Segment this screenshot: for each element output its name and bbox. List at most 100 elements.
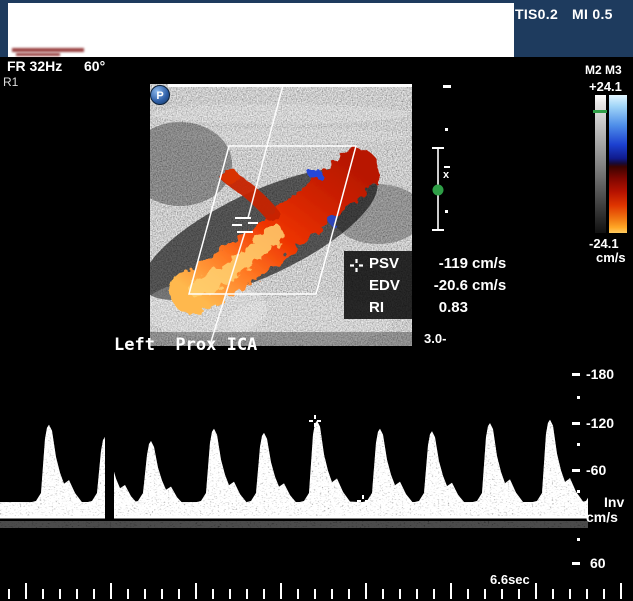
hypoechoic-region bbox=[150, 122, 232, 206]
edv-value: -20.6 bbox=[433, 277, 468, 294]
time-tick-minor bbox=[382, 589, 384, 599]
time-tick-minor bbox=[467, 589, 469, 599]
baseline bbox=[0, 516, 105, 519]
colorbar-unit-label: cm/s bbox=[596, 250, 626, 265]
time-tick-minor bbox=[348, 589, 350, 599]
axis-dot bbox=[577, 490, 580, 493]
sweep-time-label: 6.6sec bbox=[490, 572, 530, 587]
time-tick-minor bbox=[569, 589, 571, 599]
time-tick-minor bbox=[603, 589, 605, 599]
time-tick-minor bbox=[484, 589, 486, 599]
axis-label-60: -60 bbox=[586, 462, 607, 478]
skin-line bbox=[168, 84, 412, 87]
psv-unit: cm/s bbox=[472, 255, 507, 272]
color-roi-box bbox=[188, 145, 357, 295]
edv-unit: cm/s bbox=[472, 277, 507, 294]
sample-volume-gate bbox=[232, 217, 258, 233]
spectral-waveform bbox=[0, 419, 588, 528]
sweep-refresh-gap bbox=[105, 380, 114, 520]
bmode-image: P bbox=[150, 84, 412, 346]
time-tick-minor bbox=[399, 589, 401, 599]
time-tick-minor bbox=[212, 589, 214, 599]
axis-dot bbox=[577, 443, 580, 446]
psv-marker-cross-icon bbox=[350, 257, 363, 279]
doppler-angle-label: 60° bbox=[84, 58, 106, 74]
probe-logo: P bbox=[150, 85, 170, 105]
measurement-row-ri: RI 0.83 bbox=[344, 297, 512, 319]
time-tick-minor bbox=[501, 589, 503, 599]
time-tick-minor bbox=[161, 589, 163, 599]
patient-info-redaction bbox=[8, 3, 514, 57]
psv-cursor-icon bbox=[309, 415, 321, 427]
grayscale-bar bbox=[595, 95, 606, 233]
edv-label: EDV bbox=[369, 277, 400, 294]
waveform-envelope bbox=[0, 419, 588, 517]
measurement-box: PSV -119 cm/s EDV -20.6 cm/s RI 0.83 bbox=[344, 251, 512, 319]
axis-label-below-60: 60 bbox=[590, 555, 606, 571]
focus-tick bbox=[444, 166, 450, 168]
time-tick-major bbox=[110, 583, 112, 599]
baseline bbox=[114, 516, 588, 519]
time-tick-minor bbox=[93, 589, 95, 599]
axis-dot bbox=[577, 538, 580, 541]
svg-text:P: P bbox=[156, 90, 163, 102]
axis-tick bbox=[572, 422, 580, 425]
axis-tick bbox=[572, 469, 580, 472]
doppler-beam-line bbox=[209, 84, 284, 346]
time-tick-minor bbox=[246, 589, 248, 599]
invert-label: Inv bbox=[604, 494, 625, 510]
ri-value: 0.83 bbox=[438, 299, 468, 316]
colorbar-min-label: -24.1 bbox=[589, 236, 619, 251]
time-tick-major bbox=[535, 583, 537, 599]
annotation-label: Left Prox ICA bbox=[114, 335, 258, 355]
preset-label: R1 bbox=[3, 75, 19, 89]
time-tick-minor bbox=[416, 589, 418, 599]
measurement-row-psv: PSV -119 cm/s bbox=[344, 253, 512, 275]
mi-label: MI 0.5 bbox=[572, 6, 613, 22]
time-tick-major bbox=[365, 583, 367, 599]
fascia-layer bbox=[150, 104, 410, 124]
focus-marker bbox=[432, 184, 444, 196]
redacted-text-smudge bbox=[12, 48, 84, 52]
measurement-row-edv: EDV -20.6 cm/s bbox=[344, 275, 512, 297]
axis-label-120: -120 bbox=[586, 415, 615, 431]
focus-range-indicator bbox=[432, 147, 444, 231]
time-tick-minor bbox=[433, 589, 435, 599]
focus-x-label: x bbox=[443, 169, 450, 181]
time-tick-minor bbox=[127, 589, 129, 599]
tis-label: TIS0.2 bbox=[515, 6, 559, 22]
frame-rate-label: FR 32Hz bbox=[7, 58, 63, 74]
time-tick-minor bbox=[586, 589, 588, 599]
depth-scale-dot bbox=[445, 128, 448, 131]
time-tick-major bbox=[620, 583, 622, 599]
color-flow-jet bbox=[170, 148, 379, 314]
time-tick-major bbox=[195, 583, 197, 599]
edv-cursor-icon bbox=[357, 495, 369, 507]
depth-scale-tick bbox=[443, 85, 451, 88]
spectral-display bbox=[0, 380, 588, 528]
time-tick-minor bbox=[552, 589, 554, 599]
depth-scale-dot bbox=[445, 210, 448, 213]
time-tick-minor bbox=[42, 589, 44, 599]
time-tick-minor bbox=[314, 589, 316, 599]
fascia-layer bbox=[170, 128, 410, 144]
time-tick-minor bbox=[229, 589, 231, 599]
axis-dot bbox=[577, 396, 580, 399]
psv-label: PSV bbox=[369, 255, 400, 272]
redacted-text-smudge bbox=[16, 53, 60, 56]
diastolic-band bbox=[0, 502, 588, 516]
time-tick-minor bbox=[331, 589, 333, 599]
depth-marker-label: 3.0- bbox=[424, 331, 447, 346]
axis-tick bbox=[572, 373, 580, 376]
colorbar-max-label: +24.1 bbox=[589, 79, 622, 94]
time-tick-major bbox=[25, 583, 27, 599]
time-tick-minor bbox=[178, 589, 180, 599]
color-doppler-scale-bar bbox=[609, 95, 627, 233]
time-tick-major bbox=[450, 583, 452, 599]
time-tick-minor bbox=[297, 589, 299, 599]
acoustic-output-readout: TIS0.2 MI 0.5 bbox=[515, 6, 627, 22]
time-tick-minor bbox=[518, 589, 520, 599]
time-tick-major bbox=[280, 583, 282, 599]
axis-tick bbox=[572, 562, 580, 565]
